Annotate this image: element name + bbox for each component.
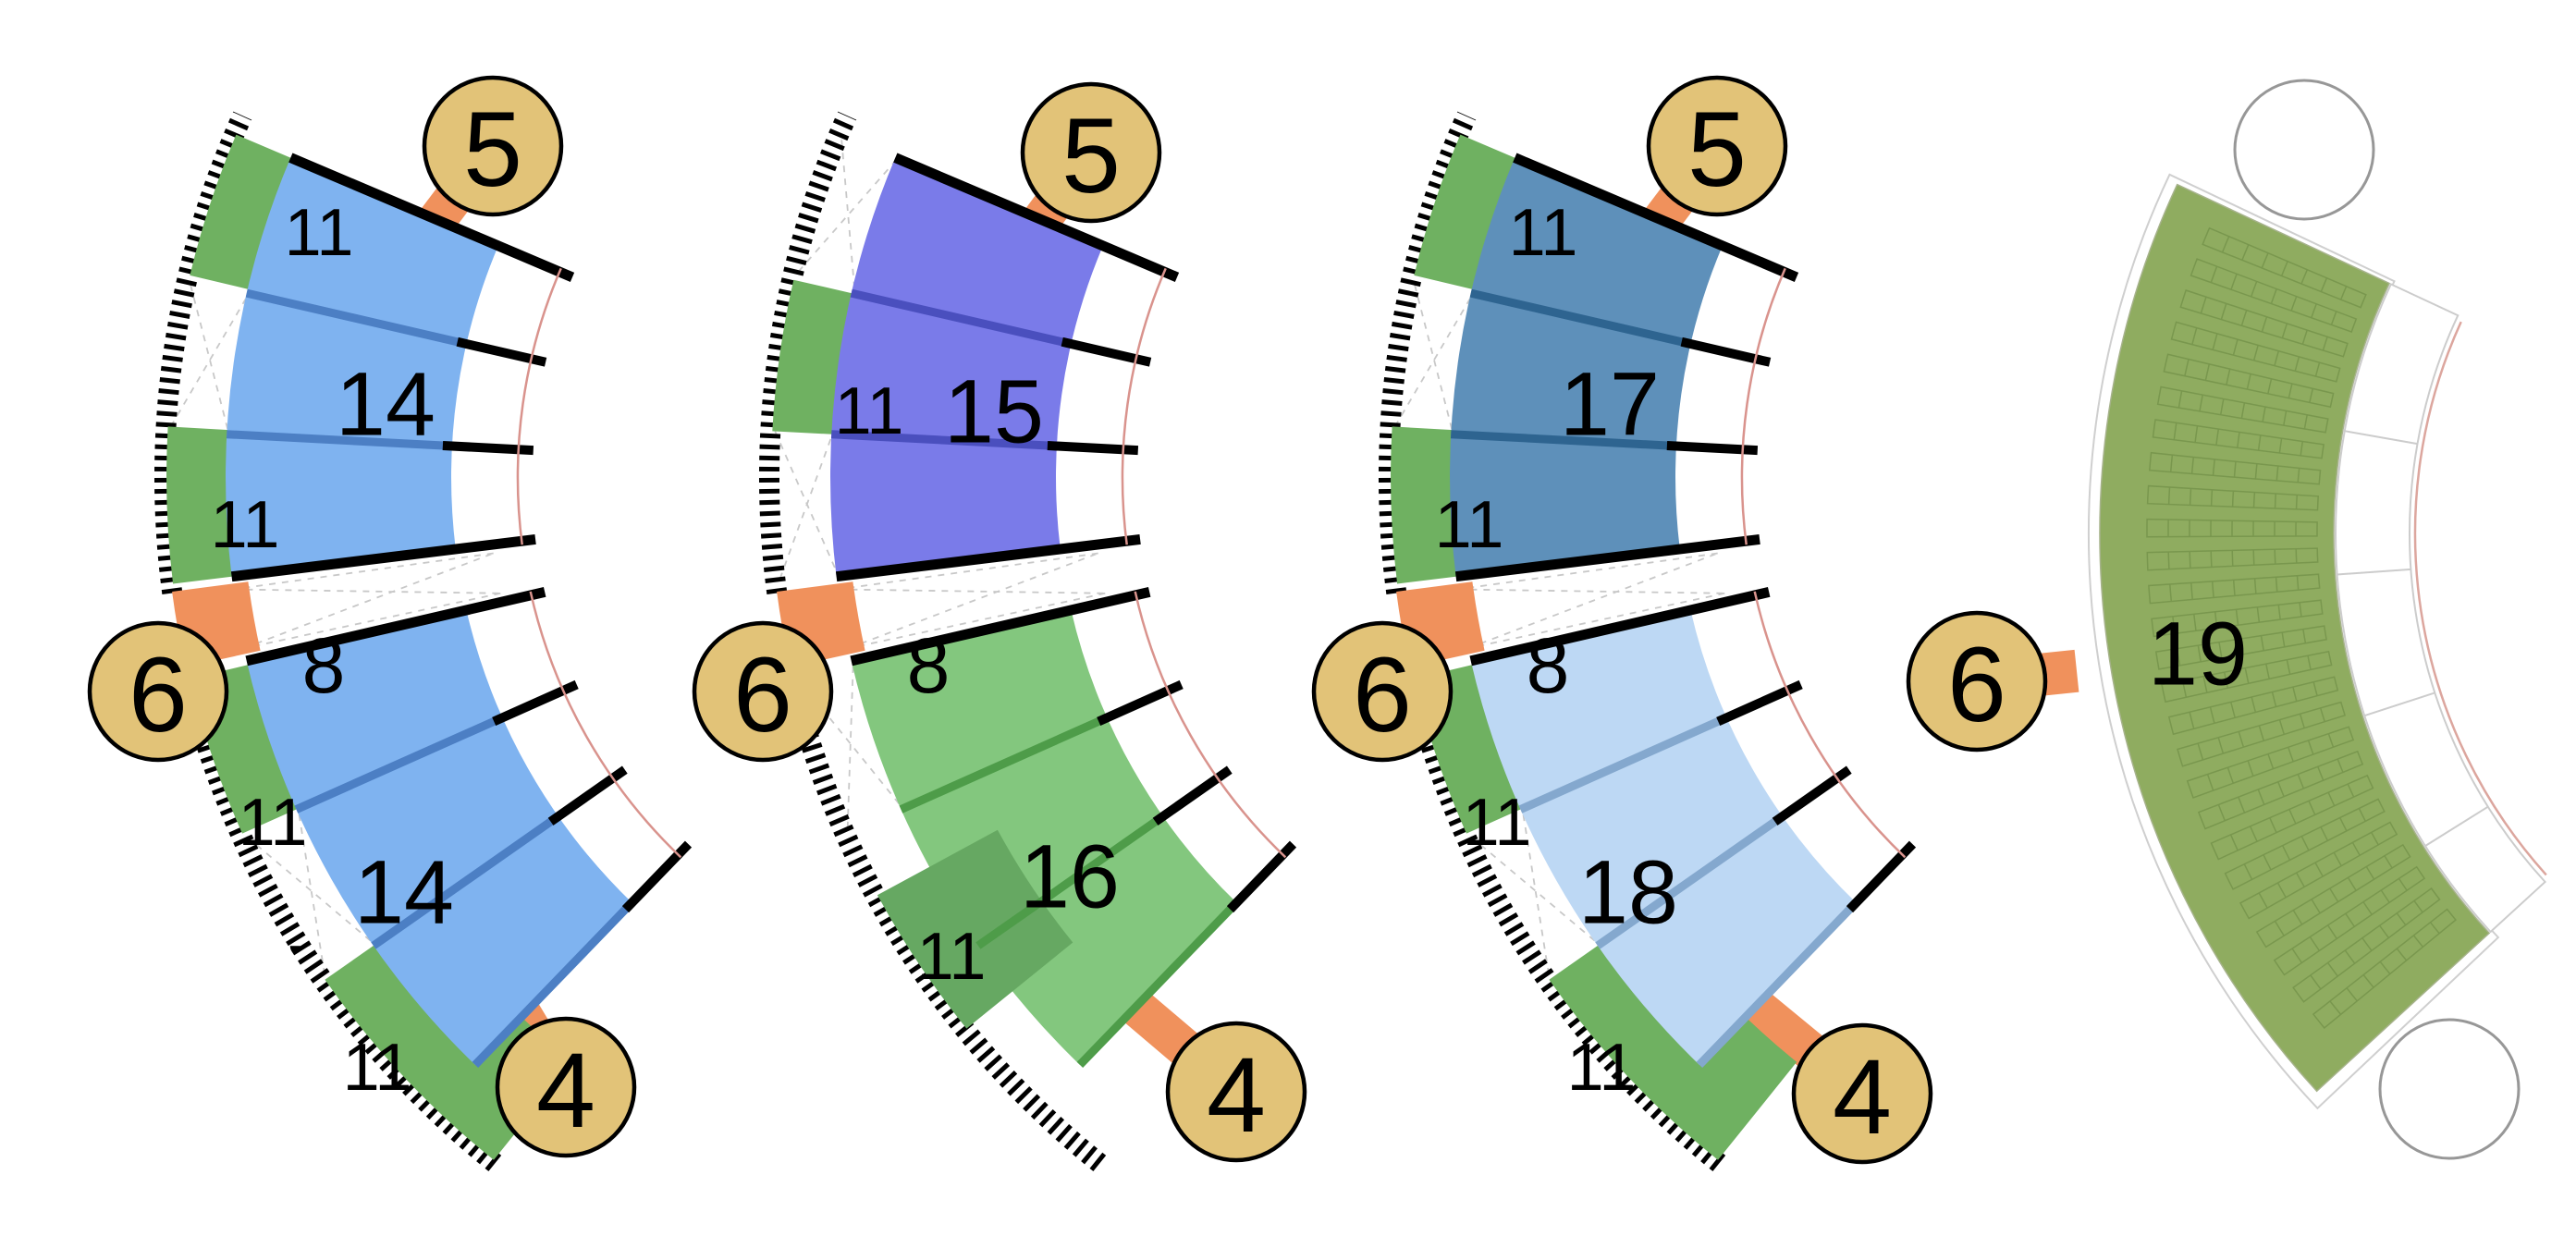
- front-edge-arc: [1121, 267, 1167, 545]
- stand-label-lower: 14: [354, 842, 454, 943]
- seat-rows: [2146, 226, 2457, 1030]
- stand-label-upper: 14: [336, 354, 435, 455]
- stand-diagram-1: 5 6 4 8 14 14 11 11 11 11: [87, 75, 693, 1171]
- front-edge-arc: [1134, 591, 1287, 859]
- gate-circle-6: [87, 620, 229, 763]
- walkway-panel-dividers: [2337, 430, 2489, 847]
- gate-label-6: 6: [1353, 636, 1412, 754]
- stand-label-upper: 15: [944, 361, 1044, 462]
- gate-label-6: 6: [1947, 626, 2006, 744]
- stand-diagram-4: 6 19: [1906, 79, 2547, 1160]
- stand-section-16-lower: [851, 610, 1237, 1065]
- gate-label-4: 4: [1833, 1038, 1892, 1156]
- stand-end-line: [835, 153, 1180, 582]
- stair-label-11: 11: [1435, 488, 1504, 562]
- gate-label-4: 4: [536, 1032, 595, 1150]
- front-edge-arc: [1753, 591, 1907, 859]
- gate-label-5: 5: [1061, 97, 1121, 215]
- stand-section-15-upper: [830, 157, 1103, 577]
- stair-label-11: 11: [211, 488, 280, 562]
- gate-label-4: 4: [1207, 1036, 1266, 1155]
- gate-label-6: 6: [129, 636, 188, 754]
- stand-label-lower: 18: [1578, 842, 1678, 943]
- front-edge-arc: [1740, 267, 1786, 545]
- gate-label-5: 5: [463, 91, 522, 209]
- stand-end-line: [1469, 587, 1771, 667]
- back-edge-hatching: [153, 111, 502, 1171]
- stair-label-11: 11: [1567, 1031, 1637, 1105]
- gate-circle-6: [1311, 620, 1454, 763]
- stand-diagram-2: 5 6 4 8 15 16 11 11: [692, 81, 1307, 1171]
- tier-divider-lines: [899, 714, 1240, 1069]
- empty-circle-bottom: [2378, 1018, 2521, 1160]
- gate-circle-4: [1165, 1021, 1307, 1163]
- stair-block-11-overlap: [877, 829, 1073, 1029]
- stair-label-11: 11: [1509, 196, 1578, 270]
- stair-block-11: [1414, 134, 1518, 290]
- stair-block-11: [1391, 426, 1460, 584]
- empty-circle-top: [2233, 79, 2375, 221]
- gate-circle-4: [495, 1016, 637, 1158]
- stand-end-line: [245, 587, 546, 667]
- gate-circle-5: [1646, 75, 1788, 217]
- tier-divider-lines: [294, 714, 635, 1069]
- stair-label-11: 11: [835, 374, 904, 448]
- tier-divider-lines: [1450, 288, 1690, 450]
- stand-label-19: 19: [2148, 604, 2248, 704]
- stair-label-11: 11: [1463, 786, 1532, 860]
- stair-block-11: [166, 426, 236, 584]
- gate-label-6: 6: [733, 636, 792, 754]
- front-edge-arc: [516, 267, 562, 545]
- stand-section-14-lower: [246, 610, 632, 1065]
- stand-diagram-3: 5 6 4 8 17 18 11 11 11 11: [1311, 75, 1933, 1171]
- tier-divider-lines: [830, 288, 1071, 450]
- stand-label-lower: 16: [1020, 826, 1120, 927]
- gate-circle-6: [692, 620, 834, 763]
- bracing-lines: [774, 140, 1106, 828]
- back-edge-hatching: [1378, 111, 1726, 1171]
- stand-end-line: [230, 153, 575, 582]
- front-edge-arc: [529, 591, 682, 859]
- stand-section-14-upper: [226, 157, 498, 577]
- stair-label-11: 11: [239, 786, 308, 860]
- stand-section-18-lower: [1470, 610, 1857, 1065]
- corridor-label-8: 8: [1527, 622, 1570, 709]
- stair-label-11: 11: [343, 1031, 412, 1105]
- seat-row-cells: [2167, 236, 2440, 1015]
- gate-circle-5: [422, 75, 564, 217]
- stair-block-11: [190, 134, 294, 290]
- front-walkway-ring: [2335, 283, 2547, 934]
- corridor-label-8: 8: [302, 622, 346, 709]
- stair-label-11: 11: [285, 196, 354, 270]
- tier-divider-lines: [226, 288, 466, 450]
- gate-circle-5: [1020, 81, 1162, 224]
- gate-label-5: 5: [1687, 91, 1747, 209]
- back-edge-hatching: [758, 111, 1107, 1171]
- gate-circle-4: [1791, 1022, 1933, 1165]
- corridor-label-8: 8: [907, 622, 951, 709]
- front-edge-arc: [2413, 321, 2547, 876]
- bracing-lines: [1393, 284, 1725, 975]
- stand-section-17-upper: [1450, 157, 1723, 577]
- tier-divider-lines: [1518, 714, 1859, 1069]
- stand-label-upper: 17: [1560, 354, 1660, 455]
- stair-block-11: [772, 279, 855, 434]
- stand-end-line: [850, 587, 1151, 667]
- bracing-lines: [169, 284, 501, 975]
- stair-label-11: 11: [917, 920, 987, 994]
- stand-end-line: [1454, 153, 1799, 582]
- gate-circle-6: [1906, 610, 2048, 752]
